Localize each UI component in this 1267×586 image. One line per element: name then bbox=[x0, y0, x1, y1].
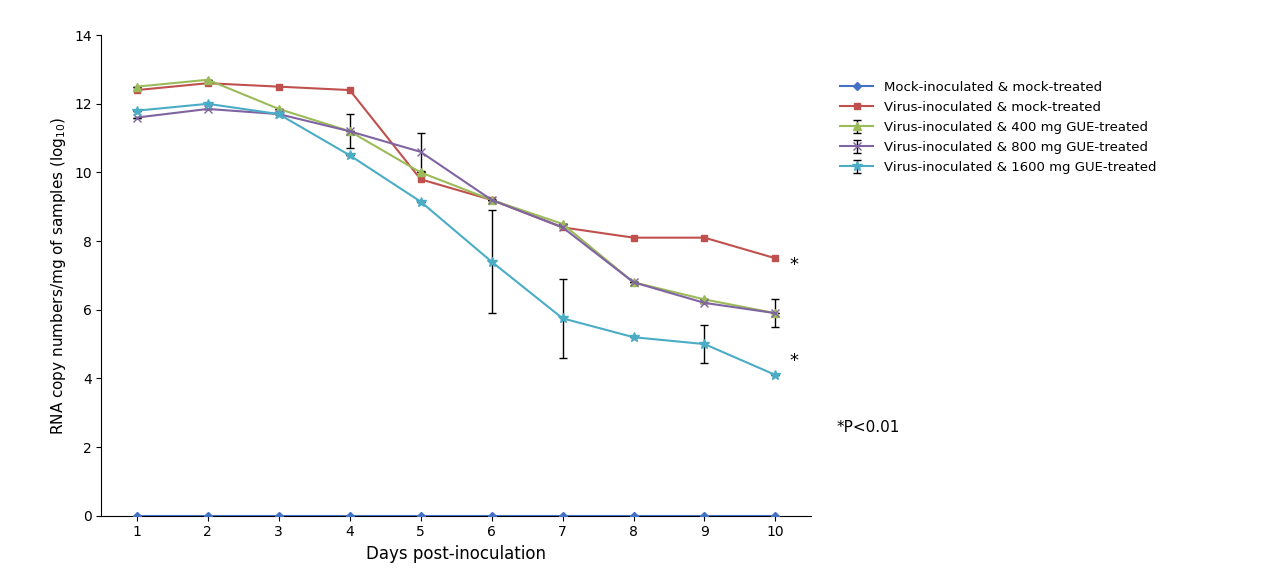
Text: *: * bbox=[789, 256, 798, 274]
Mock-inoculated & mock-treated bbox=[129, 512, 144, 519]
Mock-inoculated & mock-treated bbox=[697, 512, 712, 519]
Mock-inoculated & mock-treated bbox=[200, 512, 215, 519]
Virus-inoculated & mock-treated bbox=[200, 80, 215, 87]
Virus-inoculated & mock-treated bbox=[697, 234, 712, 241]
Text: *P<0.01: *P<0.01 bbox=[836, 420, 900, 435]
Virus-inoculated & mock-treated bbox=[271, 83, 286, 90]
Virus-inoculated & mock-treated bbox=[413, 176, 428, 183]
Mock-inoculated & mock-treated bbox=[342, 512, 357, 519]
Mock-inoculated & mock-treated bbox=[555, 512, 570, 519]
Line: Virus-inoculated & mock-treated: Virus-inoculated & mock-treated bbox=[133, 80, 779, 262]
Virus-inoculated & mock-treated bbox=[484, 196, 499, 203]
Virus-inoculated & mock-treated bbox=[555, 224, 570, 231]
Virus-inoculated & mock-treated bbox=[768, 255, 783, 262]
Mock-inoculated & mock-treated bbox=[271, 512, 286, 519]
Virus-inoculated & mock-treated bbox=[129, 87, 144, 94]
Mock-inoculated & mock-treated bbox=[413, 512, 428, 519]
Virus-inoculated & mock-treated bbox=[342, 87, 357, 94]
Y-axis label: RNA copy numbers/mg of samples (log$_{10}$): RNA copy numbers/mg of samples (log$_{10… bbox=[49, 116, 68, 435]
Text: *: * bbox=[789, 352, 798, 370]
Mock-inoculated & mock-treated bbox=[484, 512, 499, 519]
X-axis label: Days post-inoculation: Days post-inoculation bbox=[366, 545, 546, 563]
Virus-inoculated & mock-treated bbox=[626, 234, 641, 241]
Line: Mock-inoculated & mock-treated: Mock-inoculated & mock-treated bbox=[134, 513, 778, 519]
Mock-inoculated & mock-treated bbox=[626, 512, 641, 519]
Mock-inoculated & mock-treated bbox=[768, 512, 783, 519]
Legend: Mock-inoculated & mock-treated, Virus-inoculated & mock-treated, Virus-inoculate: Mock-inoculated & mock-treated, Virus-in… bbox=[836, 77, 1161, 178]
